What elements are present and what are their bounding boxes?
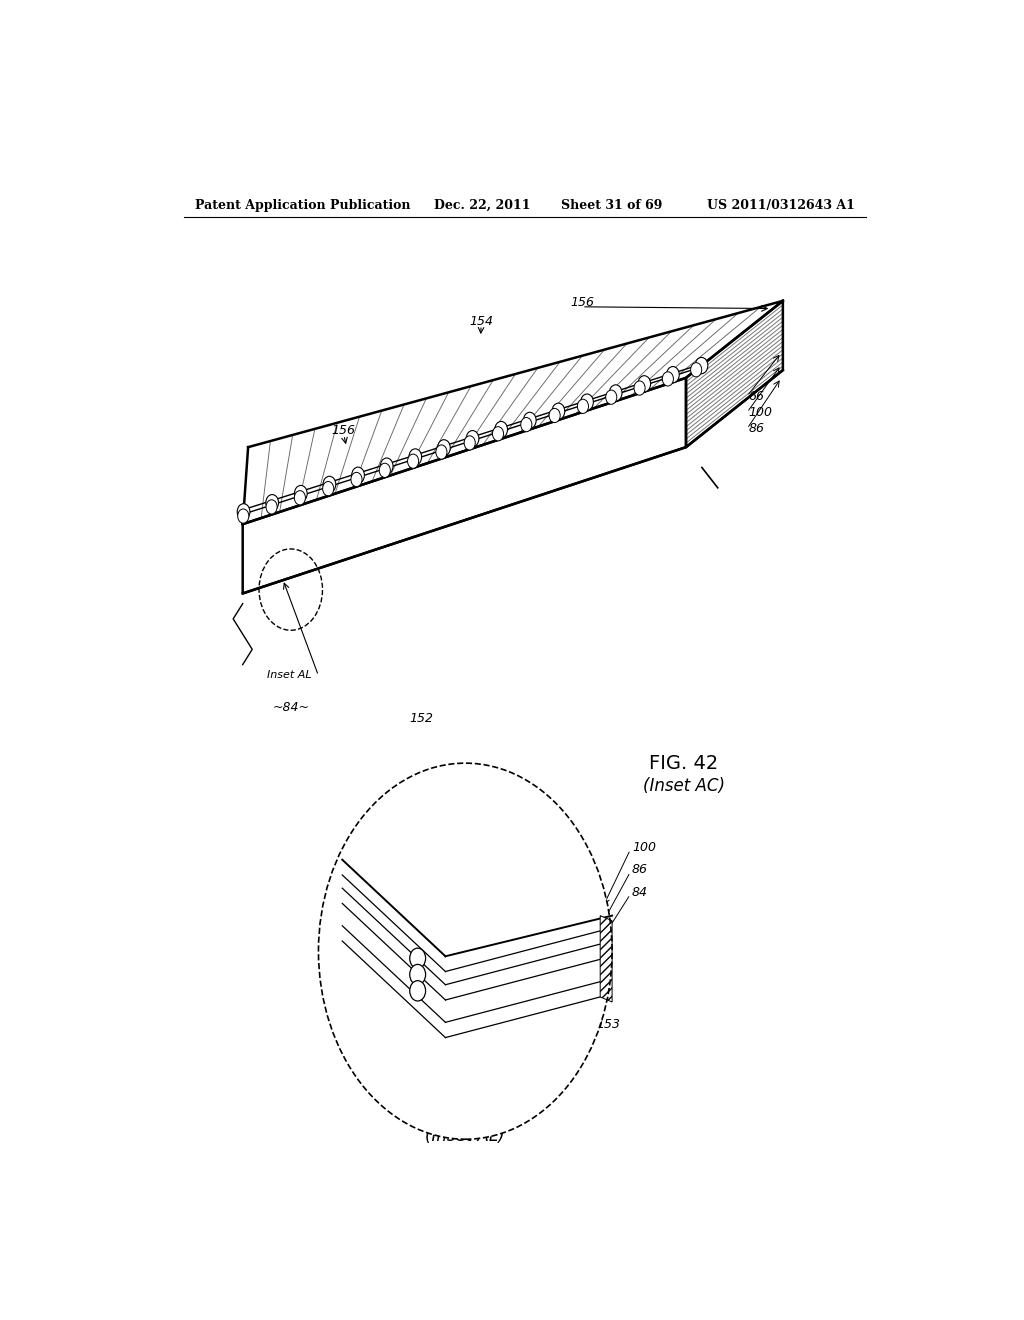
Text: 66: 66 bbox=[749, 389, 765, 403]
Text: 86: 86 bbox=[749, 422, 765, 436]
Circle shape bbox=[606, 391, 616, 404]
Text: 100: 100 bbox=[749, 407, 772, 418]
Text: 154: 154 bbox=[469, 314, 494, 327]
Text: 86: 86 bbox=[632, 863, 648, 876]
Circle shape bbox=[409, 449, 422, 465]
Circle shape bbox=[295, 486, 307, 502]
Circle shape bbox=[609, 385, 622, 401]
Text: (Inset AC): (Inset AC) bbox=[642, 776, 725, 795]
Circle shape bbox=[552, 403, 565, 420]
Circle shape bbox=[581, 393, 593, 411]
Circle shape bbox=[634, 381, 645, 395]
Circle shape bbox=[294, 491, 305, 504]
Circle shape bbox=[523, 412, 537, 429]
Text: FIG. 42: FIG. 42 bbox=[649, 754, 718, 772]
Circle shape bbox=[379, 463, 390, 478]
Text: 153: 153 bbox=[596, 1018, 621, 1031]
Polygon shape bbox=[600, 916, 612, 1002]
Text: 156: 156 bbox=[570, 296, 594, 309]
Circle shape bbox=[351, 473, 362, 487]
Text: 100: 100 bbox=[632, 841, 656, 854]
Text: Sheet 31 of 69: Sheet 31 of 69 bbox=[560, 199, 662, 213]
Text: Dec. 22, 2011: Dec. 22, 2011 bbox=[433, 199, 530, 213]
Text: 152: 152 bbox=[410, 711, 434, 725]
Circle shape bbox=[410, 948, 426, 969]
Text: 152: 152 bbox=[473, 822, 498, 836]
Circle shape bbox=[323, 482, 334, 496]
Circle shape bbox=[493, 426, 504, 441]
Circle shape bbox=[436, 445, 446, 459]
Circle shape bbox=[466, 430, 479, 446]
Circle shape bbox=[324, 477, 336, 492]
Text: FIG. 43: FIG. 43 bbox=[431, 1105, 500, 1123]
Circle shape bbox=[266, 495, 279, 511]
Text: 84: 84 bbox=[632, 886, 648, 899]
Text: 156: 156 bbox=[334, 973, 358, 986]
Circle shape bbox=[410, 981, 426, 1001]
Circle shape bbox=[318, 763, 612, 1139]
Circle shape bbox=[238, 510, 249, 523]
Circle shape bbox=[521, 417, 531, 432]
Circle shape bbox=[380, 458, 393, 474]
Circle shape bbox=[437, 440, 451, 455]
Circle shape bbox=[549, 408, 560, 422]
Circle shape bbox=[667, 367, 679, 383]
Text: 154: 154 bbox=[513, 814, 537, 828]
Polygon shape bbox=[243, 378, 686, 594]
Circle shape bbox=[638, 376, 650, 392]
Circle shape bbox=[578, 399, 589, 413]
Polygon shape bbox=[686, 301, 783, 447]
Circle shape bbox=[464, 436, 475, 450]
Circle shape bbox=[695, 358, 708, 374]
Circle shape bbox=[351, 467, 365, 483]
Circle shape bbox=[410, 965, 426, 985]
Text: ~84~: ~84~ bbox=[272, 701, 309, 714]
Circle shape bbox=[663, 372, 674, 385]
Text: 156: 156 bbox=[332, 424, 356, 437]
Text: Inset AL: Inset AL bbox=[267, 669, 311, 680]
Circle shape bbox=[408, 454, 419, 469]
Text: (Inset AL): (Inset AL) bbox=[425, 1127, 505, 1146]
Circle shape bbox=[690, 363, 701, 378]
Text: US 2011/0312643 A1: US 2011/0312643 A1 bbox=[708, 199, 855, 213]
Circle shape bbox=[495, 421, 508, 438]
Polygon shape bbox=[243, 301, 783, 524]
Text: Patent Application Publication: Patent Application Publication bbox=[196, 199, 411, 213]
Circle shape bbox=[238, 504, 250, 520]
Circle shape bbox=[266, 500, 278, 513]
